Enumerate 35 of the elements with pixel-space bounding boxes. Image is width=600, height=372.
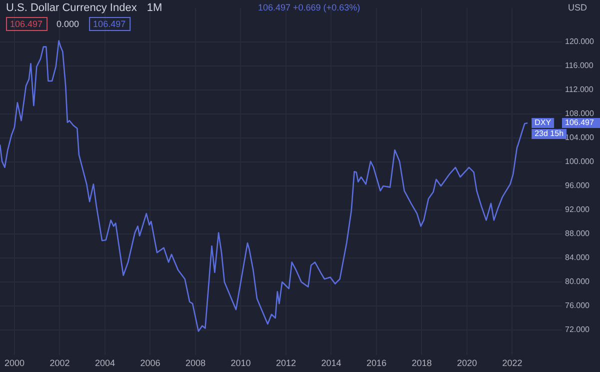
annotation: 0.000 (56, 18, 80, 29)
x-tick-label: 2020 (456, 358, 477, 368)
y-tick-label: 80.000 (565, 277, 590, 286)
x-tick-label: 2016 (366, 358, 386, 368)
y-tick-label: 116.000 (565, 61, 594, 70)
y-tick-label: 112.000 (565, 85, 594, 94)
text: 106.497 (565, 118, 594, 128)
chart-subtitle: 1M (146, 2, 162, 14)
x-tick-label: 2002 (50, 358, 70, 368)
y-tick-label: 92.000 (565, 205, 590, 214)
y-tick-label: 96.000 (565, 181, 590, 190)
y-tick-label: 108.000 (565, 109, 594, 118)
x-tick-label: 2022 (502, 358, 522, 368)
annotation: 106.497 (93, 18, 126, 29)
annotation: 23d 15h (534, 129, 564, 138)
x-tick-label: 2018 (412, 358, 432, 368)
x-tick-label: 2014 (321, 358, 342, 368)
y-tick-label: 120.000 (565, 37, 594, 46)
x-tick-label: 2004 (94, 358, 115, 368)
y-tick-label: 76.000 (565, 301, 590, 310)
y-tick-label: 88.000 (565, 229, 590, 238)
y-tick-label: 84.000 (565, 253, 590, 262)
chart-title: U.S. Dollar Currency Index (6, 2, 138, 14)
x-tick-label: 2006 (140, 358, 160, 368)
y-tick-label: 72.000 (565, 325, 590, 334)
x-tick-label: 2008 (185, 358, 206, 368)
y-axis-title: USD (568, 2, 588, 12)
x-tick-label: 2010 (230, 358, 251, 368)
y-tick-label: 104.000 (565, 133, 594, 142)
x-tick-label: 2000 (4, 358, 24, 368)
annotation: 106.497 +0.669 (+0.63%) (258, 2, 360, 12)
annotation: 106.497 (10, 18, 43, 29)
x-tick-label: 2012 (276, 358, 296, 368)
annotation: DXY (534, 118, 552, 128)
y-tick-label: 100.000 (565, 157, 594, 166)
